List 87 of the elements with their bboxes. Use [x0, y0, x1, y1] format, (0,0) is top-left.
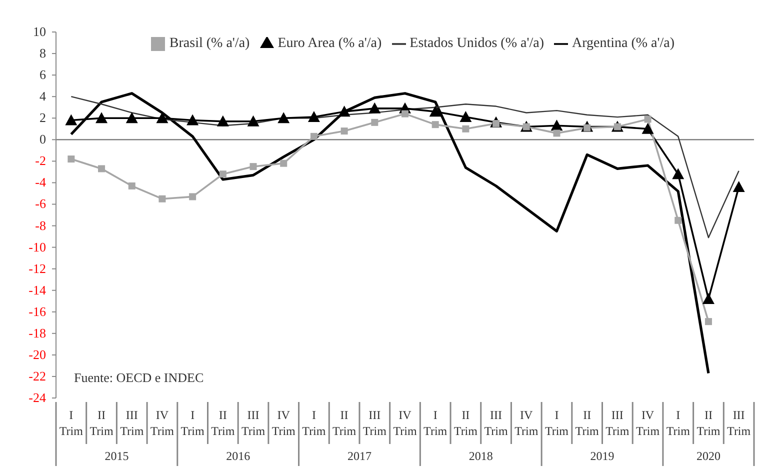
x-tick-label: IV Trim [514, 408, 539, 438]
point [216, 115, 229, 126]
point [672, 168, 684, 180]
y-tick-label: -10 [28, 239, 46, 254]
x-tick-label: III Trim [606, 408, 630, 438]
point [553, 130, 560, 137]
y-tick-label: 2 [40, 110, 46, 126]
point [402, 110, 408, 118]
legend-label: Brasil (% a'/a) [169, 36, 250, 51]
x-tick-label: III Trim [362, 408, 388, 438]
point [340, 128, 348, 135]
y-tick-label: -18 [28, 325, 46, 340]
point [310, 132, 318, 140]
point [219, 170, 226, 178]
point [280, 160, 288, 167]
x-tick-label: II Trim [332, 408, 357, 438]
point [462, 125, 470, 132]
y-tick-label: -12 [28, 260, 46, 276]
x-tick-label: IV Trim [636, 408, 660, 438]
x-tick-label: IV Trim [272, 408, 296, 438]
point [65, 114, 78, 126]
point [126, 112, 138, 124]
legend-label: Euro Area (% a'/a) [278, 36, 382, 51]
x-tick-label: I Trim [180, 408, 206, 438]
text: 2015 [104, 449, 129, 463]
x-tick-label: III Trim [727, 408, 752, 438]
x-tick-label: IV Trim [150, 408, 175, 438]
y-tick-label: 6 [40, 67, 46, 82]
y-tick-label: 0 [40, 132, 46, 147]
point [98, 165, 106, 172]
point [96, 112, 108, 124]
text: 2017 [347, 449, 372, 463]
y-tick-label: -20 [28, 346, 46, 362]
text: 2019 [590, 449, 614, 463]
line-series [70, 96, 740, 238]
x-tick-label: I Trim [666, 408, 691, 438]
y-tick-label: -4 [35, 174, 46, 190]
point [644, 116, 652, 123]
point [642, 122, 654, 134]
x-tick-label: II Trim [211, 408, 236, 438]
y-tick-label: 8 [40, 46, 46, 61]
point [156, 112, 168, 124]
x-tick-label: I Trim [59, 408, 84, 438]
annotation: Fuente: OECD e INDEC [74, 370, 204, 386]
x-tick-label: III Trim [484, 408, 508, 438]
x-tick-label: I Trim [424, 408, 448, 438]
x-tick-label: II Trim [90, 408, 114, 438]
point [158, 195, 166, 202]
y-tick-label: -6 [35, 196, 46, 212]
point [247, 115, 260, 126]
x-tick-label: II Trim [454, 408, 478, 438]
y-tick-label: -24 [28, 390, 46, 405]
point [429, 106, 442, 117]
point [702, 292, 714, 304]
y-tick-label: -8 [35, 218, 46, 233]
legend-label: Argentina (% a'/a) [572, 36, 675, 51]
y-tick-label: 4 [40, 88, 46, 104]
y-tick-label: -14 [28, 282, 46, 298]
x-tick-label: I Trim [302, 408, 326, 438]
x-tick-label: IV Trim [393, 408, 418, 438]
x-tick-label: II Trim [575, 408, 600, 438]
point [278, 112, 290, 124]
x-tick-label: III Trim [241, 408, 266, 438]
point [732, 181, 745, 192]
point [68, 156, 75, 163]
y-tick-label: -22 [28, 368, 46, 384]
text: 2018 [468, 449, 493, 463]
point [704, 318, 712, 326]
x-tick-label: II Trim [696, 408, 721, 438]
y-tick-label: 10 [33, 24, 46, 39]
point [368, 102, 381, 114]
point [674, 216, 682, 224]
x-tick-label: III Trim [120, 408, 144, 438]
point [432, 121, 439, 128]
point [308, 111, 320, 122]
legend-label: Estados Unidos (% a'/a) [410, 36, 544, 51]
point [460, 111, 472, 122]
text: 2016 [226, 449, 250, 463]
point [250, 163, 257, 170]
y-tick-label: -16 [28, 304, 46, 319]
point [128, 182, 136, 190]
y-tick-label: -2 [35, 153, 46, 168]
point [189, 193, 196, 200]
text: 2020 [696, 449, 720, 463]
point [371, 118, 378, 126]
point [186, 114, 199, 126]
x-tick-label: I Trim [544, 408, 570, 438]
